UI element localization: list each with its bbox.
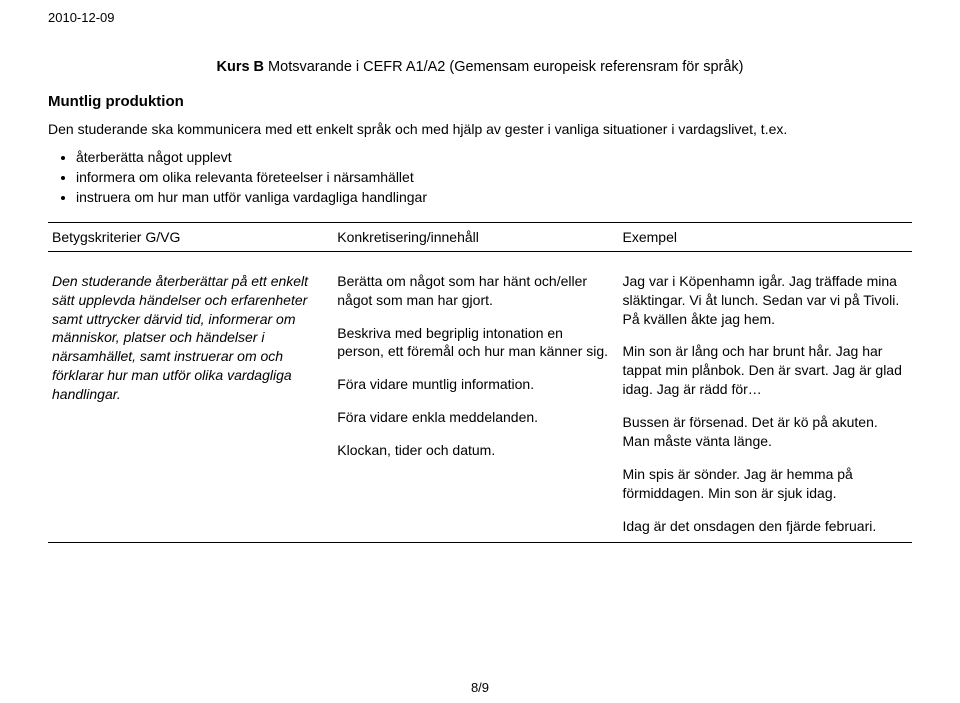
bullet-item: informera om olika relevanta företeelser… <box>76 167 912 187</box>
example-para: Bussen är försenad. Det är kö på akuten.… <box>623 413 903 451</box>
section-heading: Muntlig produktion <box>48 93 912 110</box>
table-header-cell: Betygskriterier G/VG <box>48 222 333 251</box>
bullet-list: återberätta något upplevt informera om o… <box>48 147 912 208</box>
criteria-table: Betygskriterier G/VG Konkretisering/inne… <box>48 222 912 543</box>
content-para: Berätta om något som har hänt och/eller … <box>337 272 608 310</box>
table-header-cell: Konkretisering/innehåll <box>333 222 618 251</box>
document-date: 2010-12-09 <box>48 10 912 25</box>
table-row: Den studerande återberättar på ett enkel… <box>48 251 912 542</box>
content-para: Klockan, tider och datum. <box>337 441 608 460</box>
example-para: Min spis är sönder. Jag är hemma på förm… <box>623 465 903 503</box>
intro-paragraph: Den studerande ska kommunicera med ett e… <box>48 120 912 139</box>
example-para: Jag var i Köpenhamn igår. Jag träffade m… <box>623 272 903 329</box>
page-container: 2010-12-09 Kurs B Motsvarande i CEFR A1/… <box>0 0 960 543</box>
table-cell-example: Jag var i Köpenhamn igår. Jag träffade m… <box>619 251 913 542</box>
content-para: Föra vidare muntlig information. <box>337 375 608 394</box>
table-header-cell: Exempel <box>619 222 913 251</box>
bullet-item: instruera om hur man utför vanliga varda… <box>76 187 912 207</box>
example-para: Min son är lång och har brunt hår. Jag h… <box>623 342 903 399</box>
course-prefix: Kurs B <box>216 59 264 75</box>
table-cell-criteria: Den studerande återberättar på ett enkel… <box>48 251 333 542</box>
bullet-item: återberätta något upplevt <box>76 147 912 167</box>
page-number: 8/9 <box>0 680 960 695</box>
content-para: Föra vidare enkla meddelanden. <box>337 408 608 427</box>
table-cell-content: Berätta om något som har hänt och/eller … <box>333 251 618 542</box>
content-para: Beskriva med begriplig intonation en per… <box>337 324 608 362</box>
criteria-text: Den studerande återberättar på ett enkel… <box>52 272 323 404</box>
table-header-row: Betygskriterier G/VG Konkretisering/inne… <box>48 222 912 251</box>
course-rest: Motsvarande i CEFR A1/A2 (Gemensam europ… <box>264 59 743 75</box>
course-line: Kurs B Motsvarande i CEFR A1/A2 (Gemensa… <box>48 59 912 75</box>
example-para: Idag är det onsdagen den fjärde februari… <box>623 517 903 536</box>
